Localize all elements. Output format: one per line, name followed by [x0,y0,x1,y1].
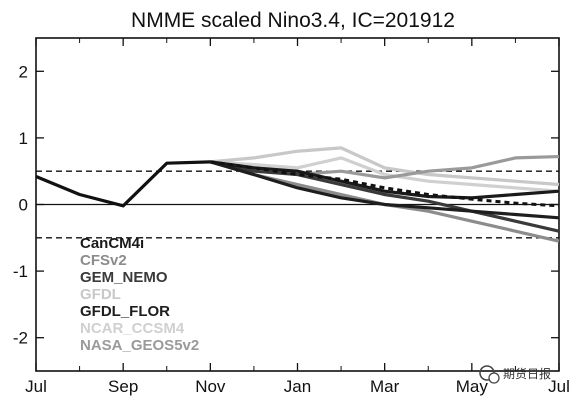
legend-item-gfdl: GFDL [80,286,121,303]
x-tick-label: Sep [108,377,138,396]
observed-line [35,160,211,208]
series-line-gfdl [210,146,560,187]
x-tick-label: Jul [25,377,47,396]
watermark: 期货日报 [479,365,551,384]
y-tick-label: 1 [19,129,28,148]
x-tick-label: Mar [370,377,400,396]
y-tick-label: 0 [19,196,28,215]
legend-item-cfsv2: CFSv2 [80,252,127,269]
legend: CanCM4iCFSv2GEM_NEMOGFDLGFDL_FLORNCAR_CC… [80,235,199,354]
series-line-gem-nemo [209,160,560,233]
legend-item-nasa-geos5v2: NASA_GEOS5v2 [80,337,199,354]
wechat-icon-bubble [488,372,500,384]
x-tick-label: Jan [284,377,311,396]
y-tick-label: 2 [19,62,28,81]
chart-title: NMME scaled Nino3.4, IC=201912 [131,9,455,32]
legend-item-ncar-ccsm4: NCAR_CCSM4 [80,320,185,337]
series-line-gfdl-flor [209,160,560,220]
x-axis: Jul Sep Nov Jan Mar May Jul [25,38,570,396]
x-tick-label: May [456,377,489,396]
watermark-text: 期货日报 [503,366,551,381]
x-tick-label: Nov [195,377,226,396]
legend-item-cancm4i: CanCM4i [80,235,144,252]
series-lines [35,146,560,243]
ensemble-mean-line [210,160,560,208]
legend-item-gfdl-flor: GFDL_FLOR [80,303,170,320]
y-tick-label: -2 [13,329,28,348]
x-tick-label: Jul [548,377,570,396]
y-tick-label: -1 [13,262,28,281]
y-axis: 2 1 0 -1 -2 [13,62,559,348]
series-line-ncar-ccsm4 [210,156,560,193]
legend-item-gem-nemo: GEM_NEMO [80,269,168,286]
